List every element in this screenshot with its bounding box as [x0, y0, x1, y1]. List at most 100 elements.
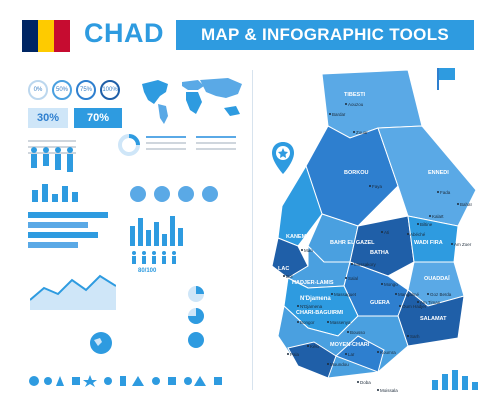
- flag-stripe-blue: [22, 20, 38, 52]
- region-label: TIBESTI: [344, 92, 366, 98]
- city-dot: [377, 351, 379, 353]
- city-dot: [351, 263, 353, 265]
- city-label: Mangalmé: [398, 292, 420, 297]
- city-label: Koumra: [380, 350, 396, 355]
- city-label: Mongo: [384, 282, 398, 287]
- donut-chart-icon: [118, 134, 140, 156]
- city-label: Kélo: [310, 344, 320, 349]
- city-dot: [417, 223, 419, 225]
- chad-flag: [22, 20, 70, 52]
- region-batha: [349, 215, 415, 277]
- city-label: Moissala: [380, 388, 398, 393]
- city-dot: [353, 131, 355, 133]
- city-label: Goz Beïda: [430, 292, 452, 297]
- page-title: CHAD: [84, 18, 164, 48]
- city-label: Biltine: [420, 222, 433, 227]
- flag-stripe-yellow: [38, 20, 54, 52]
- text-line: [196, 142, 236, 144]
- city-label: Moundou: [330, 362, 349, 367]
- city-dot: [297, 321, 299, 323]
- panel-divider: [252, 70, 253, 390]
- city-label: N'Djamena: [300, 304, 323, 309]
- region-label: HADJER-LAMIS: [292, 280, 334, 286]
- city-label: Sarh: [410, 334, 420, 339]
- city-dot: [357, 381, 359, 383]
- city-dot: [407, 335, 409, 337]
- percent-box: 30%: [28, 108, 68, 128]
- people-row: [132, 251, 176, 264]
- city-label: Massenya: [330, 320, 351, 325]
- region-label: BORKOU: [344, 170, 369, 176]
- text-line: [146, 136, 186, 138]
- city-label: Bol: [286, 274, 293, 279]
- small-bar-chart: [32, 184, 78, 202]
- city-label: Bousso: [350, 330, 366, 335]
- text-line: [28, 152, 76, 154]
- city-dot: [329, 113, 331, 115]
- city-label: Kalaït: [432, 214, 444, 219]
- city-label: Ati: [384, 230, 390, 235]
- city-dot: [283, 275, 285, 277]
- city-label: Am Zoer: [454, 242, 472, 247]
- region-label: ENNEDI: [428, 170, 449, 176]
- region-label: MOYEN-CHARI: [330, 342, 370, 348]
- text-line: [28, 140, 76, 142]
- mini-bar-chart: [432, 370, 478, 390]
- city-dot: [287, 353, 289, 355]
- city-dot: [451, 243, 453, 245]
- pie-charts: [188, 286, 204, 348]
- city-dot: [347, 331, 349, 333]
- globe-icons: [130, 186, 218, 202]
- city-dot: [429, 215, 431, 217]
- text-line: [196, 136, 236, 138]
- region-label: SALAMAT: [420, 316, 447, 322]
- city-label: Bahaï: [460, 202, 472, 207]
- city-label: Fada: [440, 190, 451, 195]
- city-dot: [437, 191, 439, 193]
- city-dot: [307, 345, 309, 347]
- city-dot: [457, 203, 459, 205]
- location-pin-icon: [272, 142, 294, 174]
- city-label: Faya: [372, 184, 383, 189]
- city-label: Am Timan: [420, 300, 441, 305]
- city-dot: [377, 389, 379, 391]
- text-line: [28, 146, 76, 148]
- city-dot: [381, 283, 383, 285]
- tools-banner: MAP & INFOGRAPHIC TOOLS: [176, 20, 474, 50]
- vertical-bar-chart: [130, 216, 183, 246]
- city-label: Salal: [348, 276, 359, 281]
- city-label: Massaguet: [334, 292, 357, 297]
- capital-label: N'Djamena: [300, 296, 331, 302]
- region-label: LAC: [278, 266, 290, 272]
- percent-box: 70%: [74, 108, 122, 128]
- city-label: Abéché: [410, 232, 426, 237]
- city-dot: [381, 231, 383, 233]
- city-label: Pala: [290, 352, 300, 357]
- city-dot: [345, 353, 347, 355]
- city-label: Aouzou: [348, 102, 364, 107]
- city-dot: [345, 103, 347, 105]
- pin-icons-row: [29, 375, 222, 387]
- city-dot: [327, 321, 329, 323]
- city-dot: [345, 277, 347, 279]
- city-label: Bongor: [300, 320, 315, 325]
- city-label: Oum Hadjer: [402, 304, 427, 309]
- horizontal-bar-chart: [28, 212, 118, 252]
- text-line: [146, 142, 186, 144]
- city-label: Massakory: [354, 262, 376, 267]
- region-label: KANEM: [286, 234, 307, 240]
- text-line: [146, 148, 186, 150]
- area-chart: [30, 274, 116, 310]
- region-south-b: [335, 335, 385, 373]
- world-map-icon: [142, 78, 242, 124]
- region-label: OUADDAÏ: [424, 276, 450, 282]
- region-label: BAHR EL GAZEL: [330, 240, 375, 246]
- region-label: WADI FIRA: [414, 240, 443, 246]
- people-icons: [31, 147, 73, 172]
- flag-stripe-red: [54, 20, 70, 52]
- city-label: Zouar: [356, 130, 368, 135]
- city-dot: [297, 305, 299, 307]
- city-dot: [395, 293, 397, 295]
- city-label: Doba: [360, 380, 371, 385]
- percent-circle: 100%: [100, 80, 120, 100]
